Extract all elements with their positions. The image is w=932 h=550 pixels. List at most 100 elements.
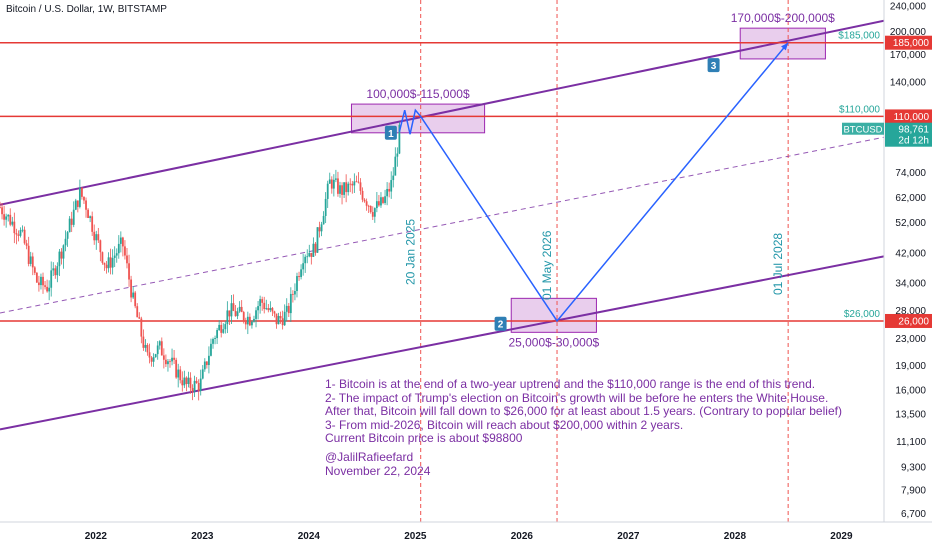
candle-body [394, 156, 397, 176]
candle-body [263, 302, 266, 310]
candle-body [195, 380, 198, 383]
y-tick-label: 16,000 [895, 385, 926, 396]
candle-body [226, 310, 229, 325]
candle-body [371, 212, 374, 217]
candle-body [187, 377, 190, 385]
level-callout-2: $110,000 [839, 104, 880, 115]
level-tag-label-3: 26,000 [898, 316, 929, 327]
candle-body [111, 257, 114, 268]
candle-body [167, 361, 169, 365]
x-tick-label: 2029 [830, 531, 853, 542]
candle-body [197, 382, 200, 391]
candle-body [101, 252, 104, 263]
projection-path [398, 42, 789, 323]
y-tick-label: 6,700 [901, 509, 926, 520]
candle-body [13, 221, 16, 234]
candle-body [255, 310, 257, 319]
zone-label-2: 25,000$-30,000$ [508, 335, 599, 349]
candle-body [35, 272, 38, 283]
candle-body [142, 336, 145, 348]
candle-body [146, 344, 149, 353]
candle-body [214, 338, 216, 339]
candle-body [60, 251, 63, 259]
candle-body [27, 245, 30, 264]
candle-body [148, 352, 151, 358]
candle-body [29, 256, 32, 264]
candle-body [124, 246, 126, 256]
candle-body [58, 251, 61, 267]
candle-body [113, 255, 116, 258]
candle-body [369, 205, 372, 213]
y-tick-label: 240,000 [890, 1, 927, 12]
candle-body [50, 270, 53, 288]
badge-3 [707, 58, 720, 73]
candle-body [208, 355, 210, 366]
y-tick-label: 13,500 [895, 409, 926, 420]
candle-body [257, 306, 259, 311]
candle-body [193, 380, 196, 392]
candles [0, 122, 401, 401]
level-callout-3: $26,000 [844, 309, 881, 320]
candle-body [44, 285, 46, 287]
candle-body [162, 355, 165, 360]
candle-body [140, 318, 143, 337]
candle-body [78, 187, 81, 207]
candle-body [171, 357, 173, 362]
y-tick-label: 170,000 [890, 50, 927, 61]
candle-body [355, 181, 358, 183]
candle-body [222, 329, 225, 333]
y-tick-label: 62,000 [895, 193, 926, 204]
y-tick-label: 9,300 [901, 462, 926, 473]
candle-body [216, 330, 219, 339]
candle-body [46, 286, 49, 292]
candle-body [11, 221, 14, 225]
zone-label-3: 170,000$-200,000$ [731, 11, 835, 25]
candle-body [85, 200, 87, 210]
candle-body [259, 299, 262, 307]
candle-body [66, 232, 69, 239]
candle-body [388, 188, 391, 192]
candle-body [242, 312, 245, 321]
x-tick-label: 2026 [511, 531, 534, 542]
note-line-1: 1- Bitcoin is at the end of a two-year u… [325, 377, 816, 391]
date-label-1: 20 Jan 2025 [404, 219, 418, 285]
candle-body [150, 357, 153, 362]
candle-body [367, 205, 370, 207]
candle-body [160, 341, 163, 356]
candle-body [326, 183, 329, 199]
candle-body [48, 287, 51, 292]
candle-body [390, 180, 393, 192]
candle-body [126, 255, 128, 264]
note-line-2: 2- The impact of Trump's election on Bit… [325, 390, 829, 405]
badge-1 [384, 125, 397, 140]
candle-body [1, 207, 3, 215]
candle-body [339, 185, 341, 194]
candle-body [267, 308, 270, 311]
level-tag-label-2: 110,000 [894, 112, 930, 123]
candle-body [81, 187, 83, 197]
candle-body [33, 267, 36, 273]
candle-body [246, 316, 249, 325]
candle-body [244, 320, 247, 325]
candle-body [238, 306, 241, 312]
last-price-value: 98,761 [898, 125, 929, 136]
candle-body [158, 341, 161, 346]
candle-body [265, 308, 268, 310]
candle-body [25, 243, 28, 246]
candle-body [91, 216, 94, 232]
candle-body [330, 179, 333, 189]
candle-body [269, 307, 272, 311]
date-label-3: 01 Jul 2028 [771, 233, 785, 295]
candle-body [373, 208, 376, 217]
candle-body [136, 306, 139, 318]
target-zone-3 [739, 27, 826, 60]
ticker-label: BTCUSD [843, 125, 882, 136]
badge-label-3: 3 [711, 61, 717, 72]
candle-body [232, 303, 235, 311]
author-handle: @JalilRafieefard [325, 450, 414, 464]
candle-body [173, 357, 175, 360]
date-label-2: 01 May 2026 [540, 230, 554, 300]
candle-body [224, 324, 227, 330]
x-tick-label: 2022 [85, 531, 108, 542]
